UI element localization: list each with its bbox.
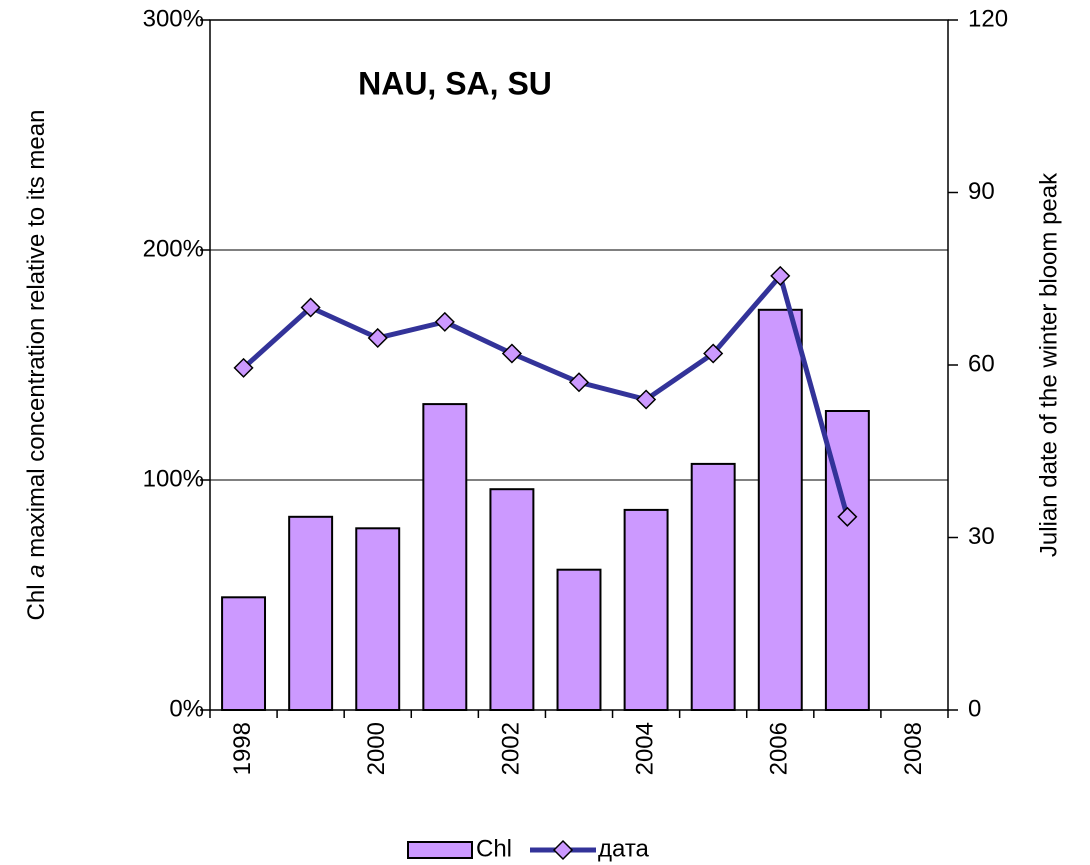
chart-title: NAU, SA, SU: [358, 65, 552, 101]
legend-label: дата: [598, 835, 650, 862]
y2-tick-label: 60: [968, 350, 995, 377]
y-tick-label: 100%: [143, 465, 204, 492]
y2-tick-label: 120: [968, 5, 1008, 32]
marker: [434, 311, 455, 332]
y-axis-label-part: maximal concentration relative to its me…: [23, 110, 50, 565]
y2-tick-label: 30: [968, 523, 995, 550]
y-tick-label: 300%: [143, 5, 204, 32]
x-tick-label: 2006: [766, 722, 793, 775]
marker: [233, 357, 254, 378]
bar: [757, 308, 803, 711]
bar: [489, 488, 535, 712]
x-tick-label: 2004: [631, 722, 658, 775]
line: [241, 273, 850, 518]
marker: [568, 372, 590, 393]
y2-axis-label: Julian date of the winter bloom peak: [1035, 172, 1062, 557]
y-tick-label: 0%: [169, 695, 204, 722]
bar: [556, 568, 602, 712]
y-axis-label: Chl a maximal concentration relative to …: [23, 110, 50, 621]
marker: [367, 327, 388, 349]
bar: [355, 527, 401, 711]
marker: [837, 506, 858, 527]
marker: [636, 389, 657, 410]
bar: [422, 403, 468, 711]
legend-label: Chl: [476, 835, 512, 862]
x-tick-label: 1998: [229, 722, 256, 775]
y-axis-label-part: Chl: [23, 578, 50, 621]
marker: [501, 343, 522, 364]
marker: [703, 343, 724, 364]
x-tick-label: 2002: [497, 722, 524, 775]
bar: [623, 508, 669, 711]
bar: [221, 596, 267, 711]
y-axis-label-part: a: [23, 564, 50, 577]
marker: [770, 265, 791, 286]
y-tick-label: 200%: [143, 235, 204, 262]
bar: [690, 462, 736, 711]
x-tick-label: 2000: [363, 722, 390, 775]
bar: [288, 515, 334, 711]
x-tick-label: 2008: [900, 722, 927, 775]
legend-swatch: [407, 841, 473, 859]
marker: [300, 297, 321, 318]
legend-marker: [552, 839, 574, 861]
y2-tick-label: 0: [968, 695, 981, 722]
y2-tick-label: 90: [968, 178, 995, 205]
